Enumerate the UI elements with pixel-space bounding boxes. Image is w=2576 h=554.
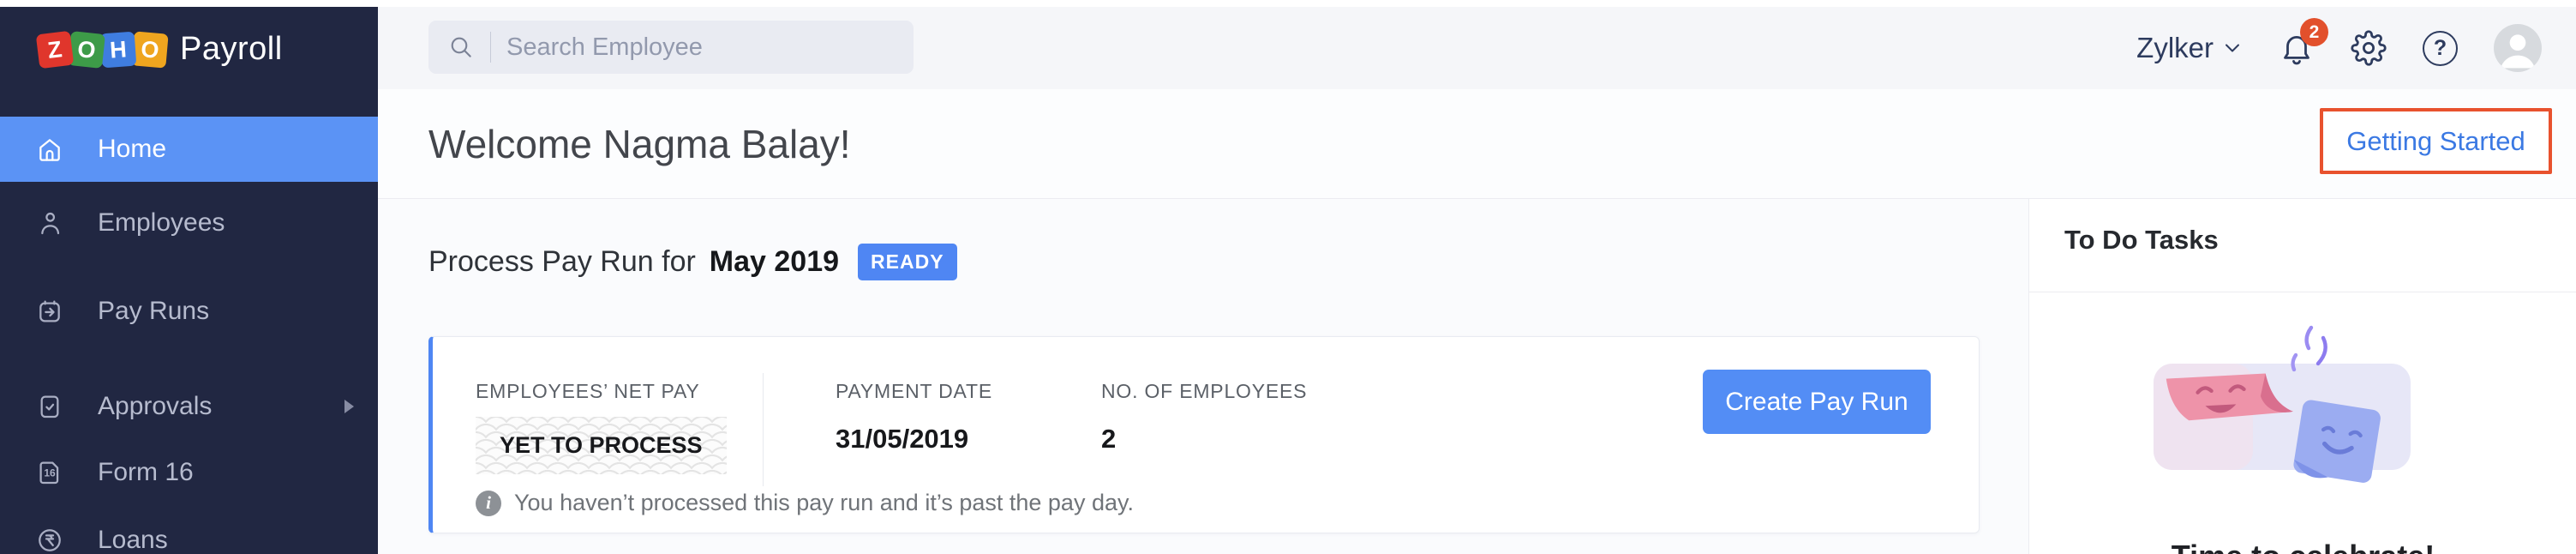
approvals-check-icon	[36, 393, 63, 420]
org-name: Zylker	[2136, 32, 2214, 63]
sidebar-item-label: Approvals	[98, 392, 213, 420]
payrun-info-row: i You haven’t processed this pay run and…	[476, 490, 1134, 516]
stat-value: 2	[1101, 424, 1117, 454]
celebration-illustration	[2154, 325, 2411, 483]
rupee-loans-icon	[36, 527, 63, 554]
status-badge: READY	[858, 244, 957, 280]
chevron-down-icon	[2226, 44, 2239, 52]
stat-employee-count: NO. OF EMPLOYEES 2	[1101, 380, 1307, 455]
sidebar: Z O H O Payroll Home Employees Pay Runs	[0, 7, 378, 554]
gear-icon	[2351, 30, 2387, 66]
info-icon: i	[476, 490, 501, 516]
sidebar-item-form-16[interactable]: 16 Form 16	[0, 440, 378, 505]
sidebar-item-home[interactable]: Home	[0, 117, 378, 182]
sidebar-item-label: Employees	[98, 208, 225, 237]
brand-letter-box: O	[68, 30, 105, 69]
sidebar-item-label: Home	[98, 135, 167, 163]
main-content: Process Pay Run for May 2019 READY EMPLO…	[378, 199, 2028, 554]
todo-tasks-panel: To Do Tasks Time to celebrat	[2028, 199, 2576, 554]
sidebar-item-approvals[interactable]: Approvals	[0, 374, 378, 439]
pay-run-calendar-icon	[36, 298, 63, 325]
stat-label: EMPLOYEES’ NET PAY	[476, 380, 700, 402]
todo-empty-state-title: Time to celebrate!	[2029, 539, 2576, 554]
org-switcher[interactable]: Zylker	[2136, 32, 2243, 64]
stat-net-pay: EMPLOYEES’ NET PAY YET TO PROCESS	[476, 380, 727, 474]
payrun-card: EMPLOYEES’ NET PAY YET TO PROCESS PAYMEN…	[428, 336, 1980, 533]
help-icon: ?	[2423, 30, 2458, 66]
zoho-payroll-logo[interactable]: Z O H O Payroll	[35, 30, 283, 69]
stat-divider	[763, 373, 764, 486]
payrun-period: May 2019	[709, 245, 840, 278]
topbar: Zylker 2 ?	[378, 7, 2576, 89]
payrun-title-row: Process Pay Run for May 2019 READY	[428, 244, 957, 280]
brand-letter-box: H	[99, 31, 137, 68]
welcome-header: Welcome Nagma Balay! Getting Started	[378, 89, 2576, 198]
stat-label: PAYMENT DATE	[836, 380, 992, 402]
sidebar-item-employees[interactable]: Employees	[0, 190, 378, 256]
create-pay-run-button[interactable]: Create Pay Run	[1703, 370, 1931, 434]
sidebar-item-label: Form 16	[98, 458, 194, 486]
avatar-person-icon	[2501, 34, 2535, 69]
brand-letter-box: O	[131, 30, 169, 69]
svg-text:16: 16	[44, 467, 56, 479]
notifications-button[interactable]: 2	[2279, 18, 2328, 66]
payrun-info-text: You haven’t processed this pay run and i…	[514, 490, 1134, 515]
sidebar-item-label: Loans	[98, 526, 168, 554]
todo-panel-title: To Do Tasks	[2064, 225, 2219, 255]
user-avatar[interactable]	[2494, 24, 2542, 72]
settings-button[interactable]	[2351, 30, 2387, 66]
help-button[interactable]: ?	[2423, 30, 2458, 66]
payrun-title-prefix: Process Pay Run for	[428, 245, 696, 278]
employee-icon	[36, 209, 63, 237]
search-icon	[451, 37, 471, 57]
home-icon	[36, 135, 63, 163]
employee-search	[428, 21, 914, 74]
brand-letter-box: Z	[35, 30, 75, 69]
sidebar-item-label: Pay Runs	[98, 297, 210, 325]
getting-started-button[interactable]: Getting Started	[2320, 108, 2552, 174]
net-pay-masked-value: YET TO PROCESS	[476, 417, 727, 474]
stat-value: 31/05/2019	[836, 424, 969, 454]
stat-label: NO. OF EMPLOYEES	[1101, 380, 1308, 402]
product-name: Payroll	[180, 31, 283, 67]
search-input[interactable]	[506, 21, 914, 74]
stat-payment-date: PAYMENT DATE 31/05/2019	[836, 380, 992, 455]
header-divider	[378, 198, 2576, 199]
notification-count-badge: 2	[2300, 18, 2328, 46]
sidebar-item-pay-runs[interactable]: Pay Runs	[0, 279, 378, 344]
chevron-right-icon	[344, 400, 354, 413]
form-16-document-icon: 16	[36, 459, 63, 486]
topbar-actions: Zylker 2 ?	[2136, 7, 2542, 89]
sidebar-item-loans[interactable]: Loans	[0, 508, 378, 554]
search-divider	[490, 32, 491, 63]
page-title: Welcome Nagma Balay!	[428, 121, 851, 166]
